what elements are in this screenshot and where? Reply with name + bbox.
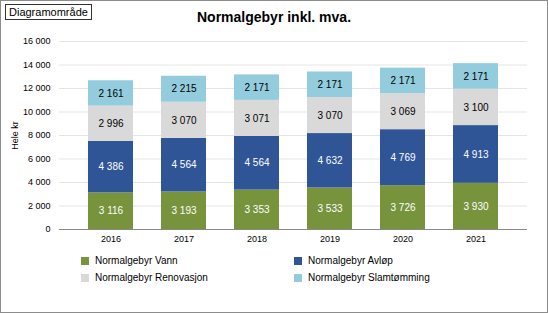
html-text:Normalgebyr Vann: Normalgebyr Vann <box>95 255 178 266</box>
svg-text:4 913: 4 913 <box>463 149 488 160</box>
svg-text:0: 0 <box>45 224 50 234</box>
svg-text:3 100: 3 100 <box>463 102 488 113</box>
svg-text:2 215: 2 215 <box>171 83 196 94</box>
svg-text:4 000: 4 000 <box>28 177 51 187</box>
svg-text:16 000: 16 000 <box>23 36 51 46</box>
svg-text:2020: 2020 <box>393 234 413 244</box>
svg-text:3 070: 3 070 <box>171 115 196 126</box>
svg-text:10 000: 10 000 <box>23 107 51 117</box>
svg-text:4 386: 4 386 <box>98 161 123 172</box>
svg-text:4 769: 4 769 <box>390 152 415 163</box>
svg-text:3 116: 3 116 <box>99 205 124 216</box>
svg-text:8 000: 8 000 <box>28 130 51 140</box>
html-text:Normalgebyr inkl. mva.: Normalgebyr inkl. mva. <box>197 9 351 25</box>
svg-text:4 564: 4 564 <box>171 159 196 170</box>
svg-text:2016: 2016 <box>101 234 121 244</box>
svg-text:2 000: 2 000 <box>28 201 51 211</box>
svg-text:3 069: 3 069 <box>390 106 415 117</box>
svg-text:3 070: 3 070 <box>317 110 342 121</box>
svg-text:12 000: 12 000 <box>23 83 51 93</box>
svg-text:3 930: 3 930 <box>463 201 488 212</box>
svg-text:2018: 2018 <box>247 234 267 244</box>
svg-text:2 171: 2 171 <box>317 79 342 90</box>
svg-text:6 000: 6 000 <box>28 154 51 164</box>
html-text:Normalgebyr Avløp: Normalgebyr Avløp <box>308 255 393 266</box>
svg-text:2017: 2017 <box>174 234 194 244</box>
svg-text:4 564: 4 564 <box>244 157 269 168</box>
svg-text:2021: 2021 <box>466 234 486 244</box>
svg-text:4 632: 4 632 <box>317 155 342 166</box>
svg-text:Hele kr: Hele kr <box>10 121 20 150</box>
svg-text:2 161: 2 161 <box>98 88 123 99</box>
svg-text:3 533: 3 533 <box>317 203 342 214</box>
html-text:Normalgebyr Renovasjon: Normalgebyr Renovasjon <box>95 272 208 283</box>
svg-text:3 071: 3 071 <box>244 113 269 124</box>
svg-text:2 171: 2 171 <box>244 82 269 93</box>
svg-text:3 353: 3 353 <box>244 204 269 215</box>
svg-text:2019: 2019 <box>320 234 340 244</box>
svg-text:2 171: 2 171 <box>390 75 415 86</box>
svg-text:3 726: 3 726 <box>390 202 415 213</box>
html-text:Diagramområde: Diagramområde <box>9 6 88 18</box>
svg-text:2 996: 2 996 <box>98 118 123 129</box>
svg-text:14 000: 14 000 <box>23 60 51 70</box>
svg-text:3 193: 3 193 <box>171 205 196 216</box>
svg-text:2 171: 2 171 <box>463 71 488 82</box>
html-text:Normalgebyr Slamtømming: Normalgebyr Slamtømming <box>308 272 430 283</box>
